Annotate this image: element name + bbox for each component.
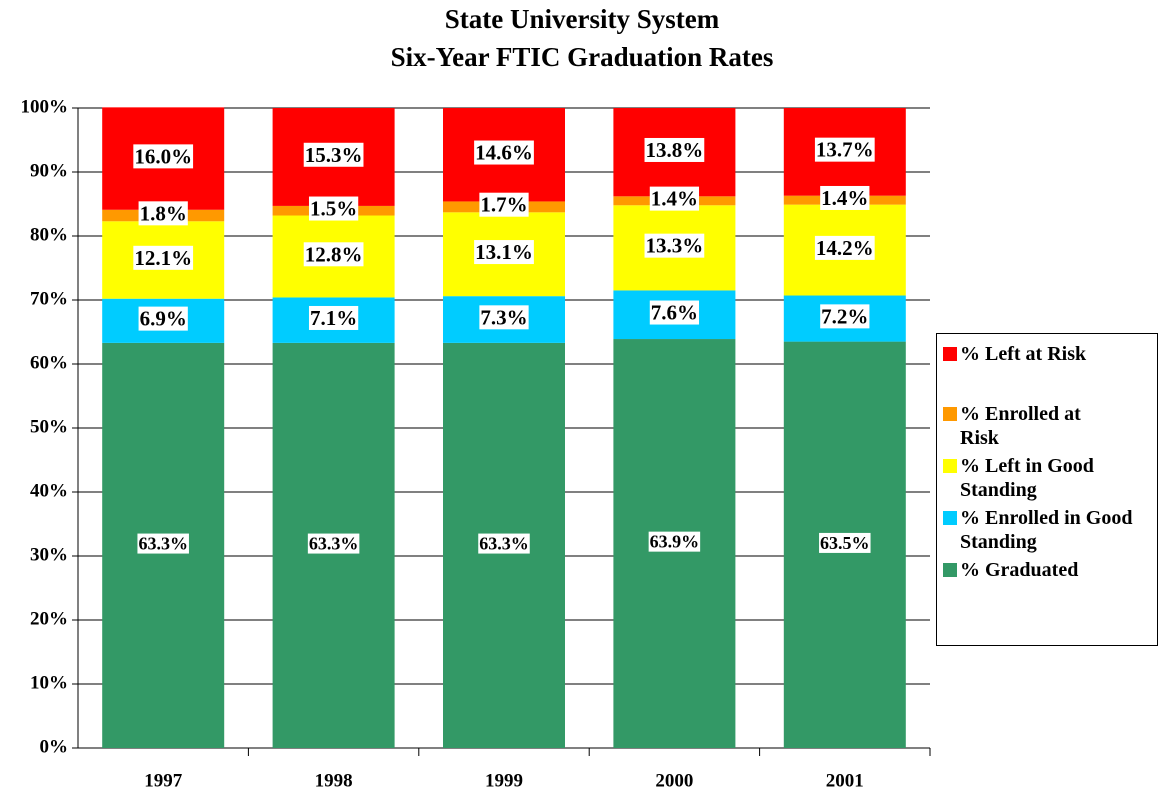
legend-swatch [943,459,957,473]
legend-item: % Enrolled in Good Standing [943,506,1153,554]
label-bg [648,531,701,552]
data-label: 1.7% [480,193,527,217]
data-label: 1.4% [821,186,868,210]
data-label: 13.3% [646,234,704,258]
legend: % Left at Risk % Enrolled at Risk % Left i… [936,333,1158,646]
data-label: 63.5% [820,533,870,553]
data-label: 1.4% [651,187,698,211]
data-label: 1.5% [310,197,357,221]
data-label: 7.6% [651,301,698,325]
x-tick-label: 1998 [315,770,353,791]
chart-title: Six-Year FTIC Graduation Rates [391,42,774,72]
legend-item: % Left at Risk [943,342,1153,366]
label-bg [819,532,871,553]
label-bg [649,186,700,211]
data-label: 12.1% [134,246,192,270]
legend-swatch [943,407,957,421]
legend-item: % Left in Good Standing [943,454,1153,502]
data-label: 16.0% [134,144,192,168]
chart-title: State University System [445,4,720,34]
data-label: 13.1% [475,240,533,264]
data-label: 6.9% [140,307,187,331]
y-tick-label: 60% [30,352,68,373]
label-bg [649,300,700,325]
data-label: 63.3% [479,534,529,554]
label-bg [303,142,364,167]
label-bg [479,192,529,217]
label-bg [644,233,705,258]
data-label: 14.6% [475,141,533,165]
legend-item: % Graduated [943,558,1153,582]
label-bg [474,140,534,165]
label-bg [308,196,359,221]
x-tick-label: 2000 [655,770,693,791]
label-bg [303,242,364,267]
data-label: 63.9% [650,532,700,552]
label-bg [138,306,188,331]
y-tick-label: 50% [30,416,68,437]
y-tick-label: 70% [30,288,68,309]
x-tick-label: 1999 [485,770,523,791]
legend-label: % Enrolled in Good Standing [960,507,1133,553]
y-tick-label: 90% [30,160,68,181]
y-tick-label: 20% [30,608,68,629]
y-tick-label: 100% [21,96,69,117]
data-label: 7.1% [310,306,357,330]
legend-item: % Enrolled at Risk [943,402,1153,450]
x-tick-label: 1997 [144,770,183,791]
y-tick-label: 40% [30,480,68,501]
legend-label: % Enrolled at Risk [960,403,1081,449]
data-label: 15.3% [305,143,363,167]
label-bg [133,245,194,270]
legend-swatch [943,347,957,361]
legend-swatch [943,563,957,577]
data-label: 14.2% [816,236,874,260]
legend-label: % Graduated [960,559,1079,581]
label-bg [479,305,529,330]
label-bg [308,305,359,330]
data-label: 13.8% [646,138,704,162]
label-bg [478,533,530,554]
y-tick-label: 30% [30,544,68,565]
label-bg [138,201,188,226]
data-label: 13.7% [816,138,874,162]
data-label: 12.8% [305,242,363,266]
label-bg [644,137,705,162]
data-label: 63.3% [309,534,359,554]
y-tick-label: 80% [30,224,68,245]
y-tick-label: 0% [40,736,69,757]
label-bg [474,240,534,265]
label-bg [814,235,875,260]
data-label: 7.2% [821,304,868,328]
legend-label: % Left in Good Standing [960,455,1094,501]
label-bg [133,144,194,169]
label-bg [820,304,870,329]
data-label: 7.3% [480,305,527,329]
data-label: 1.8% [140,201,187,225]
x-tick-label: 2001 [826,770,864,791]
label-bg [307,533,360,554]
y-tick-label: 10% [30,672,68,693]
label-bg [137,533,189,554]
label-bg [814,137,875,162]
data-label: 63.3% [138,534,188,554]
label-bg [820,185,870,210]
legend-swatch [943,511,957,525]
legend-label: % Left at Risk [960,343,1087,365]
